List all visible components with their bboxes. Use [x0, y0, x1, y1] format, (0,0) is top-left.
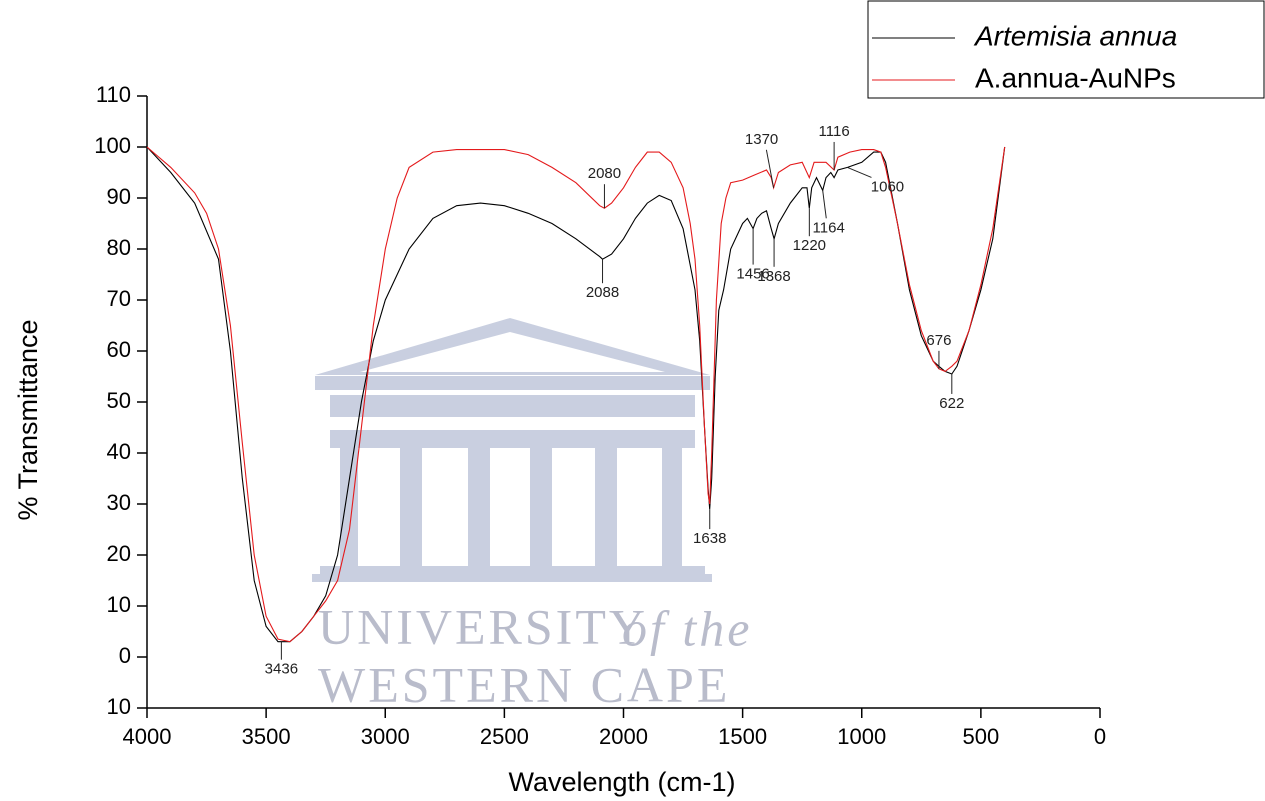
annotation-label: 2080 [588, 165, 621, 182]
x-tick-label: 0 [1094, 724, 1106, 749]
y-axis-title: % Transmittance [13, 319, 43, 520]
annotation-line [766, 150, 773, 188]
x-tick-label: 1000 [837, 724, 886, 749]
legend-label: A.annua-AuNPs [975, 62, 1176, 93]
y-tick-label: 20 [107, 541, 131, 566]
annotation-label: 676 [926, 332, 951, 349]
watermark-text: of the [622, 600, 752, 656]
annotation-label: 1368 [757, 268, 790, 285]
x-tick-label: 2000 [599, 724, 648, 749]
chart: UNIVERSITY of the WESTERN CAPE Wavelengt… [0, 0, 1265, 801]
annotation-label: 1370 [745, 131, 778, 148]
y-tick-label: 50 [107, 388, 131, 413]
x-tick-label: 3000 [361, 724, 410, 749]
annotation-line [823, 190, 827, 218]
annotation-label: 1638 [693, 530, 726, 547]
x-tick-label: 4000 [123, 724, 172, 749]
annotation-label: 3436 [265, 661, 298, 678]
legend-label: Artemisia annua [973, 20, 1177, 51]
y-tick-label: 70 [107, 286, 131, 311]
y-tick-label: 60 [107, 337, 131, 362]
x-tick-label: 1500 [718, 724, 767, 749]
y-tick-label: 10 [107, 592, 131, 617]
annotation-line [847, 167, 871, 177]
x-tick-label: 2500 [480, 724, 529, 749]
annotation-label: 1060 [871, 178, 904, 195]
y-tick-label: 110 [96, 82, 131, 107]
watermark-building [312, 318, 712, 582]
x-tick-label: 3500 [242, 724, 291, 749]
y-tick-label: 90 [107, 184, 131, 209]
x-axis-title: Wavelength (cm-1) [508, 767, 735, 797]
annotation-label: 622 [939, 395, 964, 412]
y-tick-label: 0 [119, 643, 131, 668]
y-tick-label: 80 [107, 235, 131, 260]
annotation-label: 1220 [793, 237, 826, 254]
watermark-text: UNIVERSITY [318, 598, 648, 654]
watermark-text: WESTERN CAPE [318, 656, 730, 712]
annotation-label: 1164 [813, 219, 845, 236]
y-tick-label: 40 [107, 439, 131, 464]
y-tick-label: 30 [107, 490, 131, 515]
y-tick-label: 10 [107, 694, 131, 719]
y-tick-label: 100 [94, 133, 131, 158]
annotation-label: 1116 [819, 123, 850, 140]
x-tick-label: 500 [963, 724, 1000, 749]
annotation-label: 2088 [586, 284, 619, 301]
